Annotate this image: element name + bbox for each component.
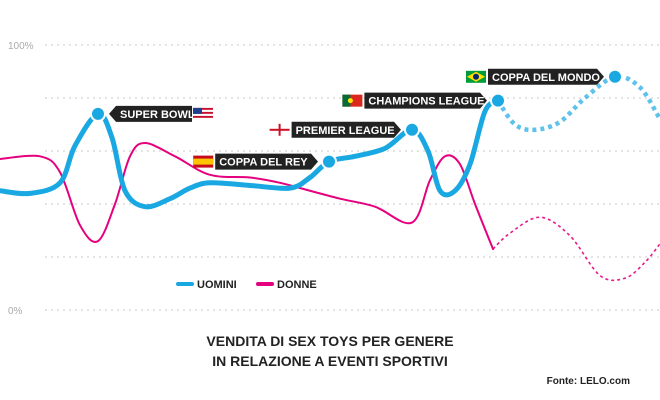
event-label-coppa-del-mondo: COPPA DEL MONDO: [466, 68, 604, 85]
event-label-super-bowl: SUPER BOWL: [109, 105, 213, 122]
event-label-text: CHAMPIONS LEAGUE: [368, 96, 484, 108]
series-line-women-projection: [492, 216, 660, 282]
event-marker-premier-league: [404, 121, 420, 138]
event-label-box: [488, 68, 604, 85]
y-tick-100: 100%: [8, 41, 34, 52]
legend-label-men: UOMINI: [197, 279, 237, 291]
source-note: Fonte: LELO.com: [547, 376, 630, 387]
event-label-text: COPPA DEL MONDO: [492, 72, 600, 84]
event-marker-champions-league: [490, 92, 506, 109]
legend: UOMINI DONNE: [176, 279, 317, 291]
event-markers: [90, 68, 623, 170]
legend-label-women: DONNE: [277, 279, 317, 291]
event-label-box: [364, 92, 487, 109]
chart-title-line-1: VENDITA DI SEX TOYS PER GENERE: [206, 333, 453, 349]
event-label-box: [215, 153, 318, 170]
event-marker-coppa-del-rey: [321, 153, 337, 170]
portugal-flag: [342, 94, 363, 107]
chart-title-line-2: IN RELAZIONE A EVENTI SPORTIVI: [212, 353, 447, 369]
event-label-champions-league: CHAMPIONS LEAGUE: [342, 92, 487, 109]
series-line-women: [0, 142, 494, 251]
event-marker-super-bowl: [90, 105, 106, 122]
usa-flag: [193, 107, 213, 120]
spain-flag: [193, 155, 214, 168]
event-label-text: PREMIER LEAGUE: [296, 125, 395, 137]
event-label-coppa-del-rey: COPPA DEL REY: [193, 153, 318, 170]
event-labels: SUPER BOWL COPPA DEL REY PREMIER LEAGUE CHA…: [109, 68, 604, 170]
brazil-flag: [466, 70, 486, 83]
event-label-box: [291, 121, 401, 138]
y-tick-0: 0%: [8, 306, 23, 317]
england-flag: [269, 123, 290, 136]
event-label-premier-league: PREMIER LEAGUE: [269, 121, 401, 138]
event-marker-coppa-del-mondo: [607, 68, 623, 85]
event-label-box: [109, 105, 192, 122]
event-label-text: COPPA DEL REY: [219, 157, 308, 169]
event-label-text: SUPER BOWL: [120, 109, 195, 121]
